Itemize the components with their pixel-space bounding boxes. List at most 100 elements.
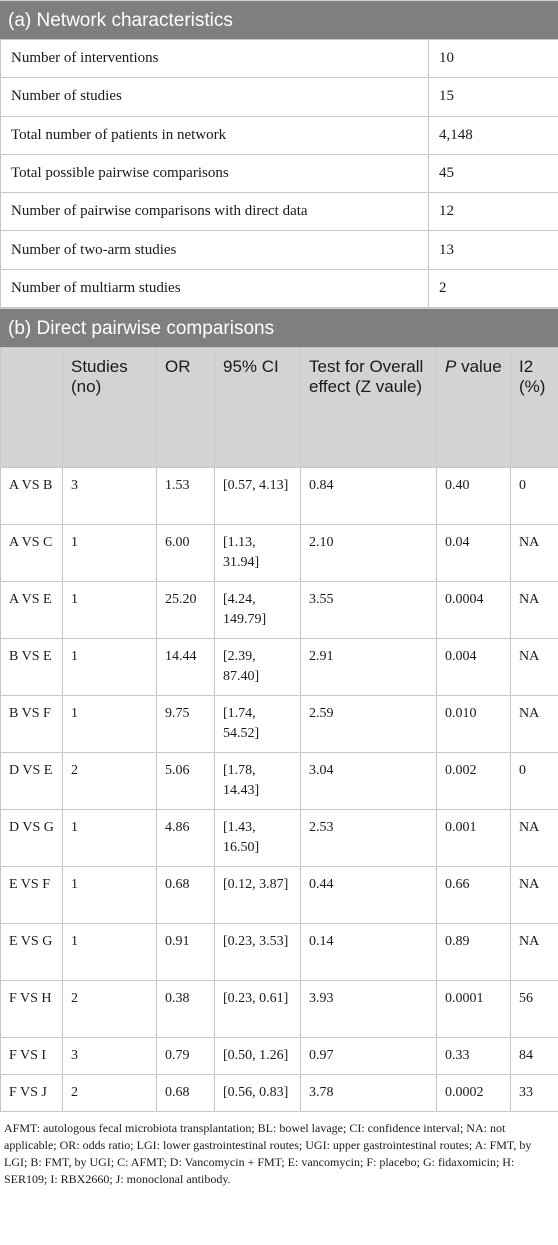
comparison-cell: F VS H (0, 980, 63, 1039)
row-value: 12 (428, 192, 558, 232)
table-row: D VS E 2 5.06 [1.78, 14.43] 3.04 0.002 0 (0, 752, 558, 811)
ci-cell: [0.23, 0.61] (214, 980, 301, 1039)
header-row: Studies (no) OR 95% CI Test for Overall … (0, 347, 558, 469)
or-cell: 9.75 (156, 695, 215, 754)
i2-cell: NA (510, 866, 558, 925)
row-value: 4,148 (428, 115, 558, 155)
p-value-cell: 0.0004 (436, 581, 511, 640)
table-row: Total possible pairwise comparisons 45 (0, 153, 558, 194)
results-table-figure: (a) Network characteristics Number of in… (0, 0, 558, 1187)
col-header-comparison (0, 347, 63, 469)
studies-cell: 1 (62, 809, 157, 868)
col-header-studies: Studies (no) (62, 347, 157, 469)
comparison-cell: B VS E (0, 638, 63, 697)
p-value-cell: 0.010 (436, 695, 511, 754)
row-value: 15 (428, 77, 558, 117)
i2-cell: 84 (510, 1037, 558, 1076)
row-label: Number of studies (0, 77, 429, 117)
z-cell: 0.44 (300, 866, 437, 925)
p-value-cell: 0.001 (436, 809, 511, 868)
ci-cell: [4.24, 149.79] (214, 581, 301, 640)
p-value-cell: 0.89 (436, 923, 511, 982)
table-footnote: AFMT: autologous fecal microbiota transp… (4, 1121, 532, 1187)
table-row: F VS I 3 0.79 [0.50, 1.26] 0.97 0.33 84 (0, 1037, 558, 1076)
i2-cell: NA (510, 923, 558, 982)
or-cell: 14.44 (156, 638, 215, 697)
z-cell: 3.93 (300, 980, 437, 1039)
studies-cell: 3 (62, 467, 157, 526)
ci-cell: [0.57, 4.13] (214, 467, 301, 526)
comparison-cell: F VS I (0, 1037, 63, 1076)
z-cell: 2.59 (300, 695, 437, 754)
z-cell: 3.78 (300, 1074, 437, 1113)
ci-cell: [2.39, 87.40] (214, 638, 301, 697)
or-cell: 0.68 (156, 866, 215, 925)
ci-cell: [0.23, 3.53] (214, 923, 301, 982)
col-header-ci: 95% CI (214, 347, 301, 469)
z-cell: 3.55 (300, 581, 437, 640)
comparison-cell: D VS E (0, 752, 63, 811)
studies-cell: 2 (62, 752, 157, 811)
p-symbol: P (445, 357, 457, 377)
comparison-cell: E VS G (0, 923, 63, 982)
row-label: Total number of patients in network (0, 115, 429, 155)
table-row: A VS C 1 6.00 [1.13, 31.94] 2.10 0.04 NA (0, 524, 558, 583)
or-cell: 0.68 (156, 1074, 215, 1113)
table-row: Number of interventions 10 (0, 38, 558, 79)
comparison-cell: D VS G (0, 809, 63, 868)
i2-cell: 0 (510, 467, 558, 526)
comparison-cell: F VS J (0, 1074, 63, 1113)
p-label-rest: value (456, 357, 502, 377)
or-cell: 0.91 (156, 923, 215, 982)
studies-cell: 2 (62, 980, 157, 1039)
studies-cell: 2 (62, 1074, 157, 1113)
i2-cell: 56 (510, 980, 558, 1039)
ci-cell: [0.12, 3.87] (214, 866, 301, 925)
ci-cell: [1.13, 31.94] (214, 524, 301, 583)
ci-cell: [1.74, 54.52] (214, 695, 301, 754)
or-cell: 25.20 (156, 581, 215, 640)
section-b-header: (b) Direct pairwise comparisons (0, 308, 558, 348)
row-value: 2 (428, 268, 558, 309)
studies-cell: 1 (62, 524, 157, 583)
row-value: 45 (428, 153, 558, 194)
studies-cell: 1 (62, 923, 157, 982)
ci-cell: [1.78, 14.43] (214, 752, 301, 811)
comparison-cell: B VS F (0, 695, 63, 754)
col-header-z: Test for Overall effect (Z vaule) (300, 347, 437, 469)
section-a-header: (a) Network characteristics (0, 0, 558, 39)
ci-cell: [0.50, 1.26] (214, 1037, 301, 1076)
table-row: Total number of patients in network 4,148 (0, 115, 558, 155)
p-value-cell: 0.002 (436, 752, 511, 811)
ci-cell: [0.56, 0.83] (214, 1074, 301, 1113)
row-label: Number of pairwise comparisons with dire… (0, 192, 429, 232)
table-row: D VS G 1 4.86 [1.43, 16.50] 2.53 0.001 NA (0, 809, 558, 868)
ci-cell: [1.43, 16.50] (214, 809, 301, 868)
table-row: Number of two-arm studies 13 (0, 230, 558, 270)
i2-cell: 0 (510, 752, 558, 811)
table-row: A VS B 3 1.53 [0.57, 4.13] 0.84 0.40 0 (0, 467, 558, 526)
p-value-cell: 0.66 (436, 866, 511, 925)
studies-cell: 1 (62, 581, 157, 640)
i2-cell: NA (510, 524, 558, 583)
table-row: E VS F 1 0.68 [0.12, 3.87] 0.44 0.66 NA (0, 866, 558, 925)
p-value-cell: 0.004 (436, 638, 511, 697)
comparison-cell: A VS E (0, 581, 63, 640)
z-cell: 2.91 (300, 638, 437, 697)
direct-comparisons-table: Studies (no) OR 95% CI Test for Overall … (0, 347, 558, 1113)
comparison-cell: A VS B (0, 467, 63, 526)
z-cell: 2.10 (300, 524, 437, 583)
studies-cell: 1 (62, 695, 157, 754)
col-header-or: OR (156, 347, 215, 469)
or-cell: 0.79 (156, 1037, 215, 1076)
i2-cell: NA (510, 809, 558, 868)
p-value-cell: 0.0001 (436, 980, 511, 1039)
p-value-cell: 0.04 (436, 524, 511, 583)
row-label: Number of interventions (0, 38, 429, 79)
table-row: B VS E 1 14.44 [2.39, 87.40] 2.91 0.004 NA (0, 638, 558, 697)
row-label: Number of two-arm studies (0, 230, 429, 270)
table-row: Number of multiarm studies 2 (0, 268, 558, 309)
z-cell: 0.84 (300, 467, 437, 526)
i2-cell: NA (510, 695, 558, 754)
p-value-cell: 0.0002 (436, 1074, 511, 1113)
